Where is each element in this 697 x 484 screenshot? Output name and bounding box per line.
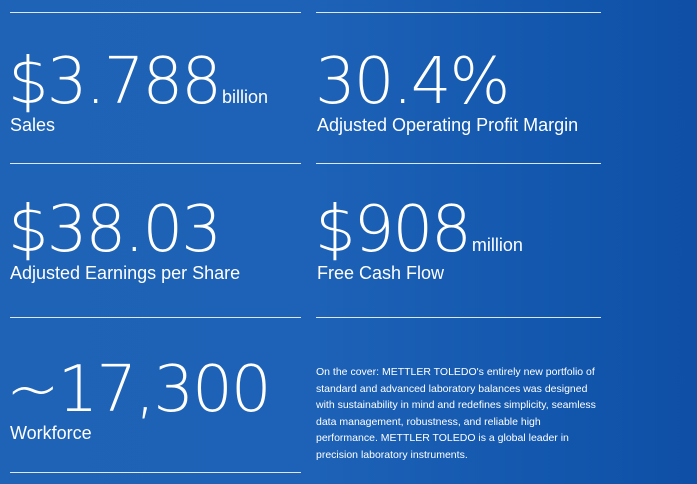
eps-label: Adjusted Earnings per Share: [10, 263, 241, 283]
divider-row3-left: [10, 317, 301, 318]
stat-fcf: $908 million Free Cash Flow: [315, 198, 523, 282]
workforce-label: Workforce: [10, 423, 92, 443]
divider-row2-left: [10, 163, 301, 164]
margin-value: 30.4%: [315, 45, 510, 119]
stat-margin: 30.4% Adjusted Operating Profit Margin: [315, 50, 578, 134]
fcf-unit: million: [471, 235, 523, 255]
divider-top-right: [316, 12, 601, 13]
fcf-label: Free Cash Flow: [317, 263, 445, 283]
workforce-value: ~17,300: [6, 353, 272, 427]
fcf-value: $908: [315, 193, 472, 267]
divider-row2-right: [316, 163, 601, 164]
divider-top-left: [10, 12, 301, 13]
divider-bottom-left: [10, 472, 301, 473]
margin-label: Adjusted Operating Profit Margin: [317, 115, 579, 135]
stat-sales: $3.788 billion Sales: [8, 50, 268, 134]
sales-unit: billion: [221, 87, 268, 107]
eps-value: $38.03: [8, 193, 222, 267]
cover-note: On the cover: METTLER TOLEDO's entirely …: [316, 366, 596, 461]
sales-label: Sales: [10, 115, 56, 135]
stat-eps: $38.03 Adjusted Earnings per Share: [8, 198, 240, 282]
sales-value: $3.788: [8, 45, 222, 119]
divider-row3-right: [316, 317, 601, 318]
stat-workforce: ~17,300 Workforce: [6, 358, 272, 443]
